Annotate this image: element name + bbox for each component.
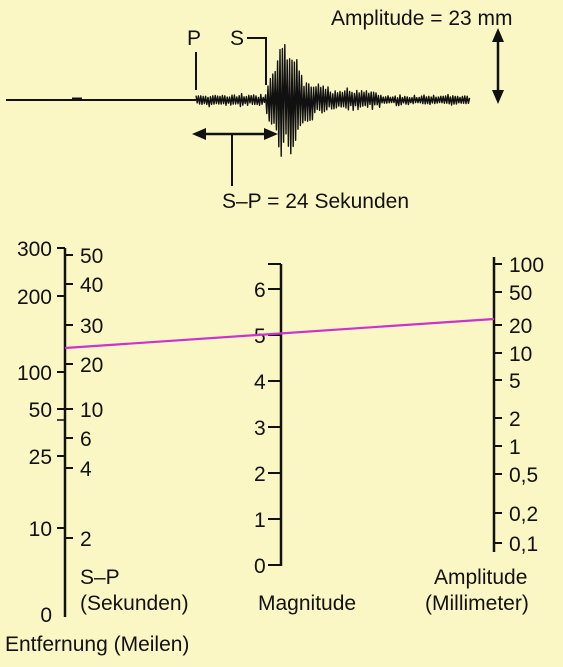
sp-axis-title: (Sekunden)	[80, 592, 189, 615]
distance-tick-label: 0	[40, 604, 52, 627]
amplitude-tick-label: 1	[509, 436, 521, 459]
amplitude-tick-label: 0,5	[509, 464, 538, 487]
magnitude-tick-label: 2	[254, 463, 266, 486]
distance-tick-label: 25	[29, 446, 52, 469]
amplitude-tick-label: 0,2	[509, 503, 538, 526]
sp-tick-label: 6	[80, 428, 92, 451]
amplitude-tick-label: 2	[509, 408, 521, 431]
sp-interval-arrow	[192, 128, 278, 186]
sp-tick-label: 4	[80, 458, 92, 481]
magnitude-tick-label: 5	[254, 325, 266, 348]
seismogram: P S Amplitude = 23 mm S–P = 24 Sekunden	[6, 7, 513, 213]
sp-tick-label: 50	[80, 245, 103, 268]
sp-tick-label: 2	[80, 528, 92, 551]
amplitude-label: Amplitude = 23 mm	[331, 7, 513, 30]
magnitude-tick-label: 3	[254, 417, 266, 440]
amplitude-tick-label: 50	[509, 282, 532, 305]
sp-tick-label: 30	[80, 315, 103, 338]
magnitude-tick-label: 4	[254, 371, 266, 394]
magnitude-tick-label: 1	[254, 509, 266, 532]
s-wave-marker	[247, 37, 267, 85]
amplitude-arrow	[492, 28, 504, 104]
magnitude-tick-label: 6	[254, 279, 266, 302]
nomogram: 300 200 100 50 25 10 0 Entfernung (Meile…	[5, 238, 544, 656]
amplitude-scale: 100 50 20 10 5 2 1 0,5 0,2 0,1 Amplitude…	[425, 254, 544, 615]
amplitude-axis-title: (Millimeter)	[425, 592, 529, 615]
amplitude-axis-title: Amplitude	[434, 566, 527, 589]
magnitude-tick-label: 0	[254, 555, 266, 578]
sp-interval-label: S–P = 24 Sekunden	[222, 190, 409, 213]
distance-tick-label: 50	[29, 399, 52, 422]
sp-scale: 50 40 30 20 10 6 4 2 S–P (Sekunden)	[65, 245, 189, 615]
distance-scale: 300 200 100 50 25 10 0 Entfernung (Meile…	[5, 238, 189, 656]
amplitude-tick-label: 100	[509, 254, 544, 277]
amplitude-tick-label: 10	[509, 343, 532, 366]
s-wave-label: S	[230, 27, 244, 50]
distance-tick-label: 10	[29, 518, 52, 541]
sp-tick-label: 40	[80, 274, 103, 297]
distance-tick-label: 200	[17, 286, 52, 309]
p-wave-label: P	[187, 27, 201, 50]
reading-line	[64, 317, 495, 350]
sp-axis-title: S–P	[80, 566, 120, 589]
distance-axis-title: Entfernung (Meilen)	[5, 633, 189, 656]
sp-tick-label: 20	[80, 354, 103, 377]
sp-tick-label: 10	[80, 399, 103, 422]
amplitude-tick-label: 0,1	[509, 533, 538, 556]
amplitude-tick-label: 20	[509, 315, 532, 338]
distance-tick-label: 300	[17, 238, 52, 261]
amplitude-tick-label: 5	[509, 370, 521, 393]
magnitude-axis-title: Magnitude	[258, 592, 356, 615]
magnitude-scale: 6 5 4 3 2 1 0 Magnitude	[254, 263, 356, 615]
seismogram-trace	[195, 44, 471, 157]
distance-tick-label: 100	[17, 362, 52, 385]
